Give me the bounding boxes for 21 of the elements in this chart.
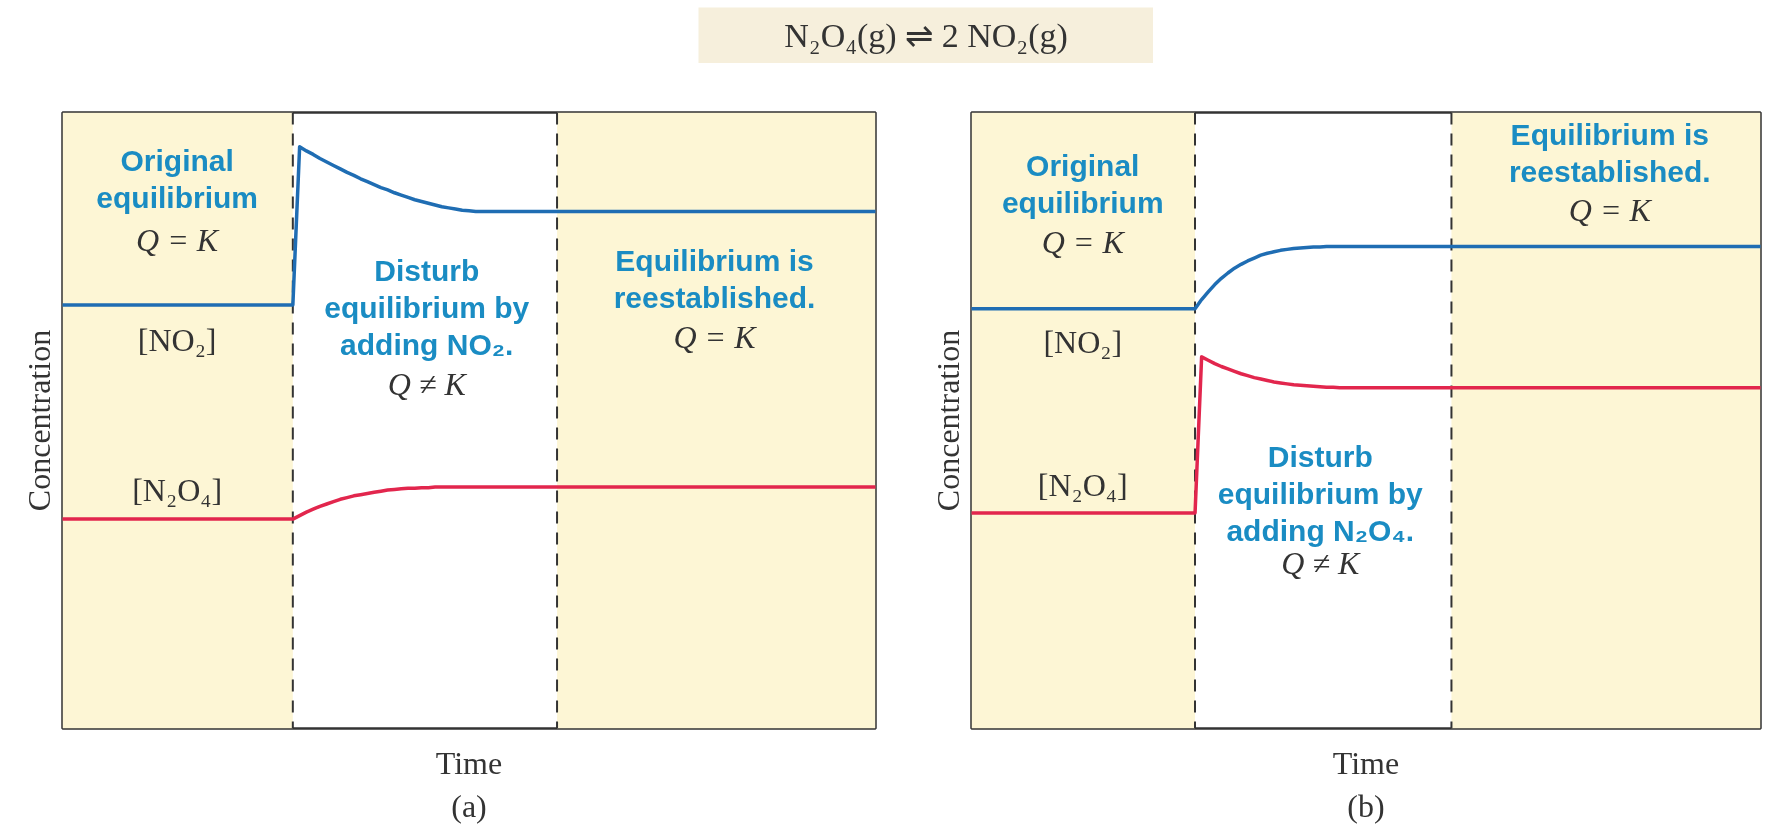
annotation: Disturb equilibrium by adding NO₂. [324, 253, 530, 361]
x-axis-title: Time [1332, 744, 1400, 781]
text: (a) [451, 787, 487, 824]
annotation: Q = K [673, 318, 758, 355]
x-axis-title: Time [435, 744, 503, 781]
text: Equilibrium is reestablished. [1508, 117, 1711, 188]
text: Original equilibrium [1001, 148, 1164, 219]
series-label: [N₂O₄] [1037, 467, 1128, 504]
y-axis-title: Concentration [20, 329, 57, 512]
y-axis-title: Concentration [929, 329, 966, 512]
series-label: [NO₂] [1043, 323, 1123, 360]
annotation: Q ≠ K [387, 365, 468, 402]
text: N₂O₄(g) ⇌ 2 NO₂(g) [784, 17, 1068, 55]
annotation: Equilibrium is reestablished. [613, 244, 816, 315]
text: Q = K [1568, 192, 1653, 229]
annotation: Q = K [136, 222, 220, 259]
annotation: Original equilibrium [96, 144, 258, 215]
series-label: [N₂O₄] [132, 472, 223, 509]
text: (b) [1347, 787, 1385, 824]
series-label: [NO₂] [137, 321, 217, 358]
annotation: Q = K [1041, 223, 1126, 260]
